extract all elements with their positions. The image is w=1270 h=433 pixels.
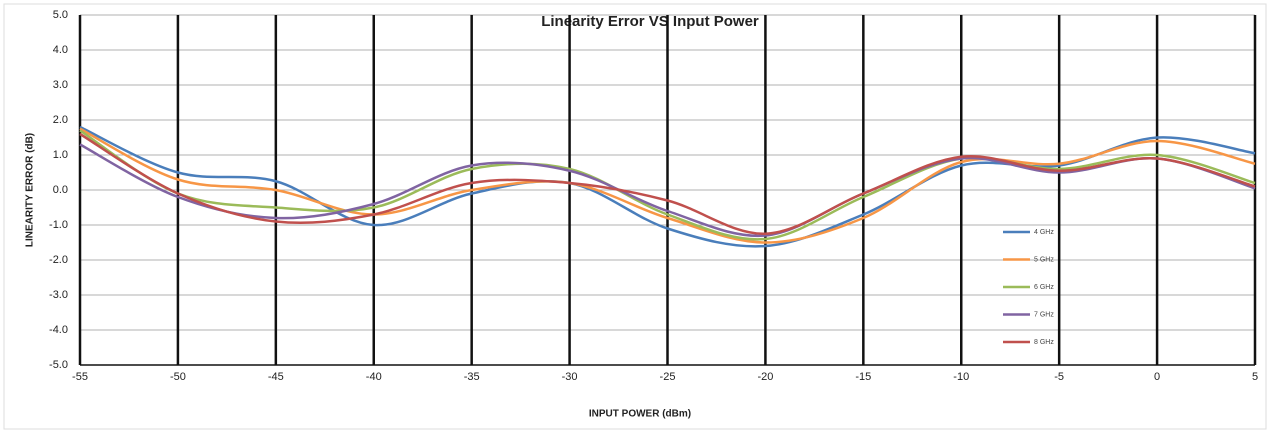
y-tick-label: -5.0 [49,359,68,371]
legend-text: 4 GHz [1034,229,1054,236]
series-line [79,129,1256,241]
x-axis-label: INPUT POWER (dBm) [589,409,691,420]
x-tick-label: -50 [170,371,186,383]
x-tick-label: 5 [1252,371,1258,383]
y-tick-label: 1.0 [53,149,68,161]
frame [3,3,1267,430]
y-axis-label: LINEARITY ERROR (dB) [25,133,36,247]
x-tick-label: -30 [562,371,578,383]
x-tick-label: 0 [1154,371,1160,383]
series-line [79,127,1256,244]
y-tick-label: 5.0 [53,9,68,21]
y-tick-label: 3.0 [53,79,68,91]
y-tick-label: -4.0 [49,324,68,336]
x-tick-label: -40 [366,371,382,383]
x-tick-label: -35 [464,371,480,383]
y-tick-label: -2.0 [49,254,68,266]
legend-text: 6 GHz [1034,284,1054,291]
y-tick-label: 0.0 [53,184,68,196]
legend-text: 5 GHz [1034,256,1054,263]
series-line [79,143,1256,238]
series-line [79,132,1256,236]
legend-text: 7 GHz [1034,311,1054,318]
x-tick-label: -20 [757,371,773,383]
x-tick-label: -15 [855,371,871,383]
x-tick-label: -5 [1054,371,1064,383]
y-tick-label: 2.0 [53,114,68,126]
y-tick-label: -1.0 [49,219,68,231]
y-tick-label: 4.0 [53,44,68,56]
chart-title: Linearity Error VS Input Power [541,13,759,30]
x-tick-label: -10 [953,371,969,383]
x-tick-label: -55 [72,371,88,383]
y-tick-label: -3.0 [49,289,68,301]
x-tick-label: -45 [268,371,284,383]
series-line [79,125,1256,248]
x-tick-label: -25 [660,371,676,383]
legend-text: 8 GHz [1034,339,1054,346]
